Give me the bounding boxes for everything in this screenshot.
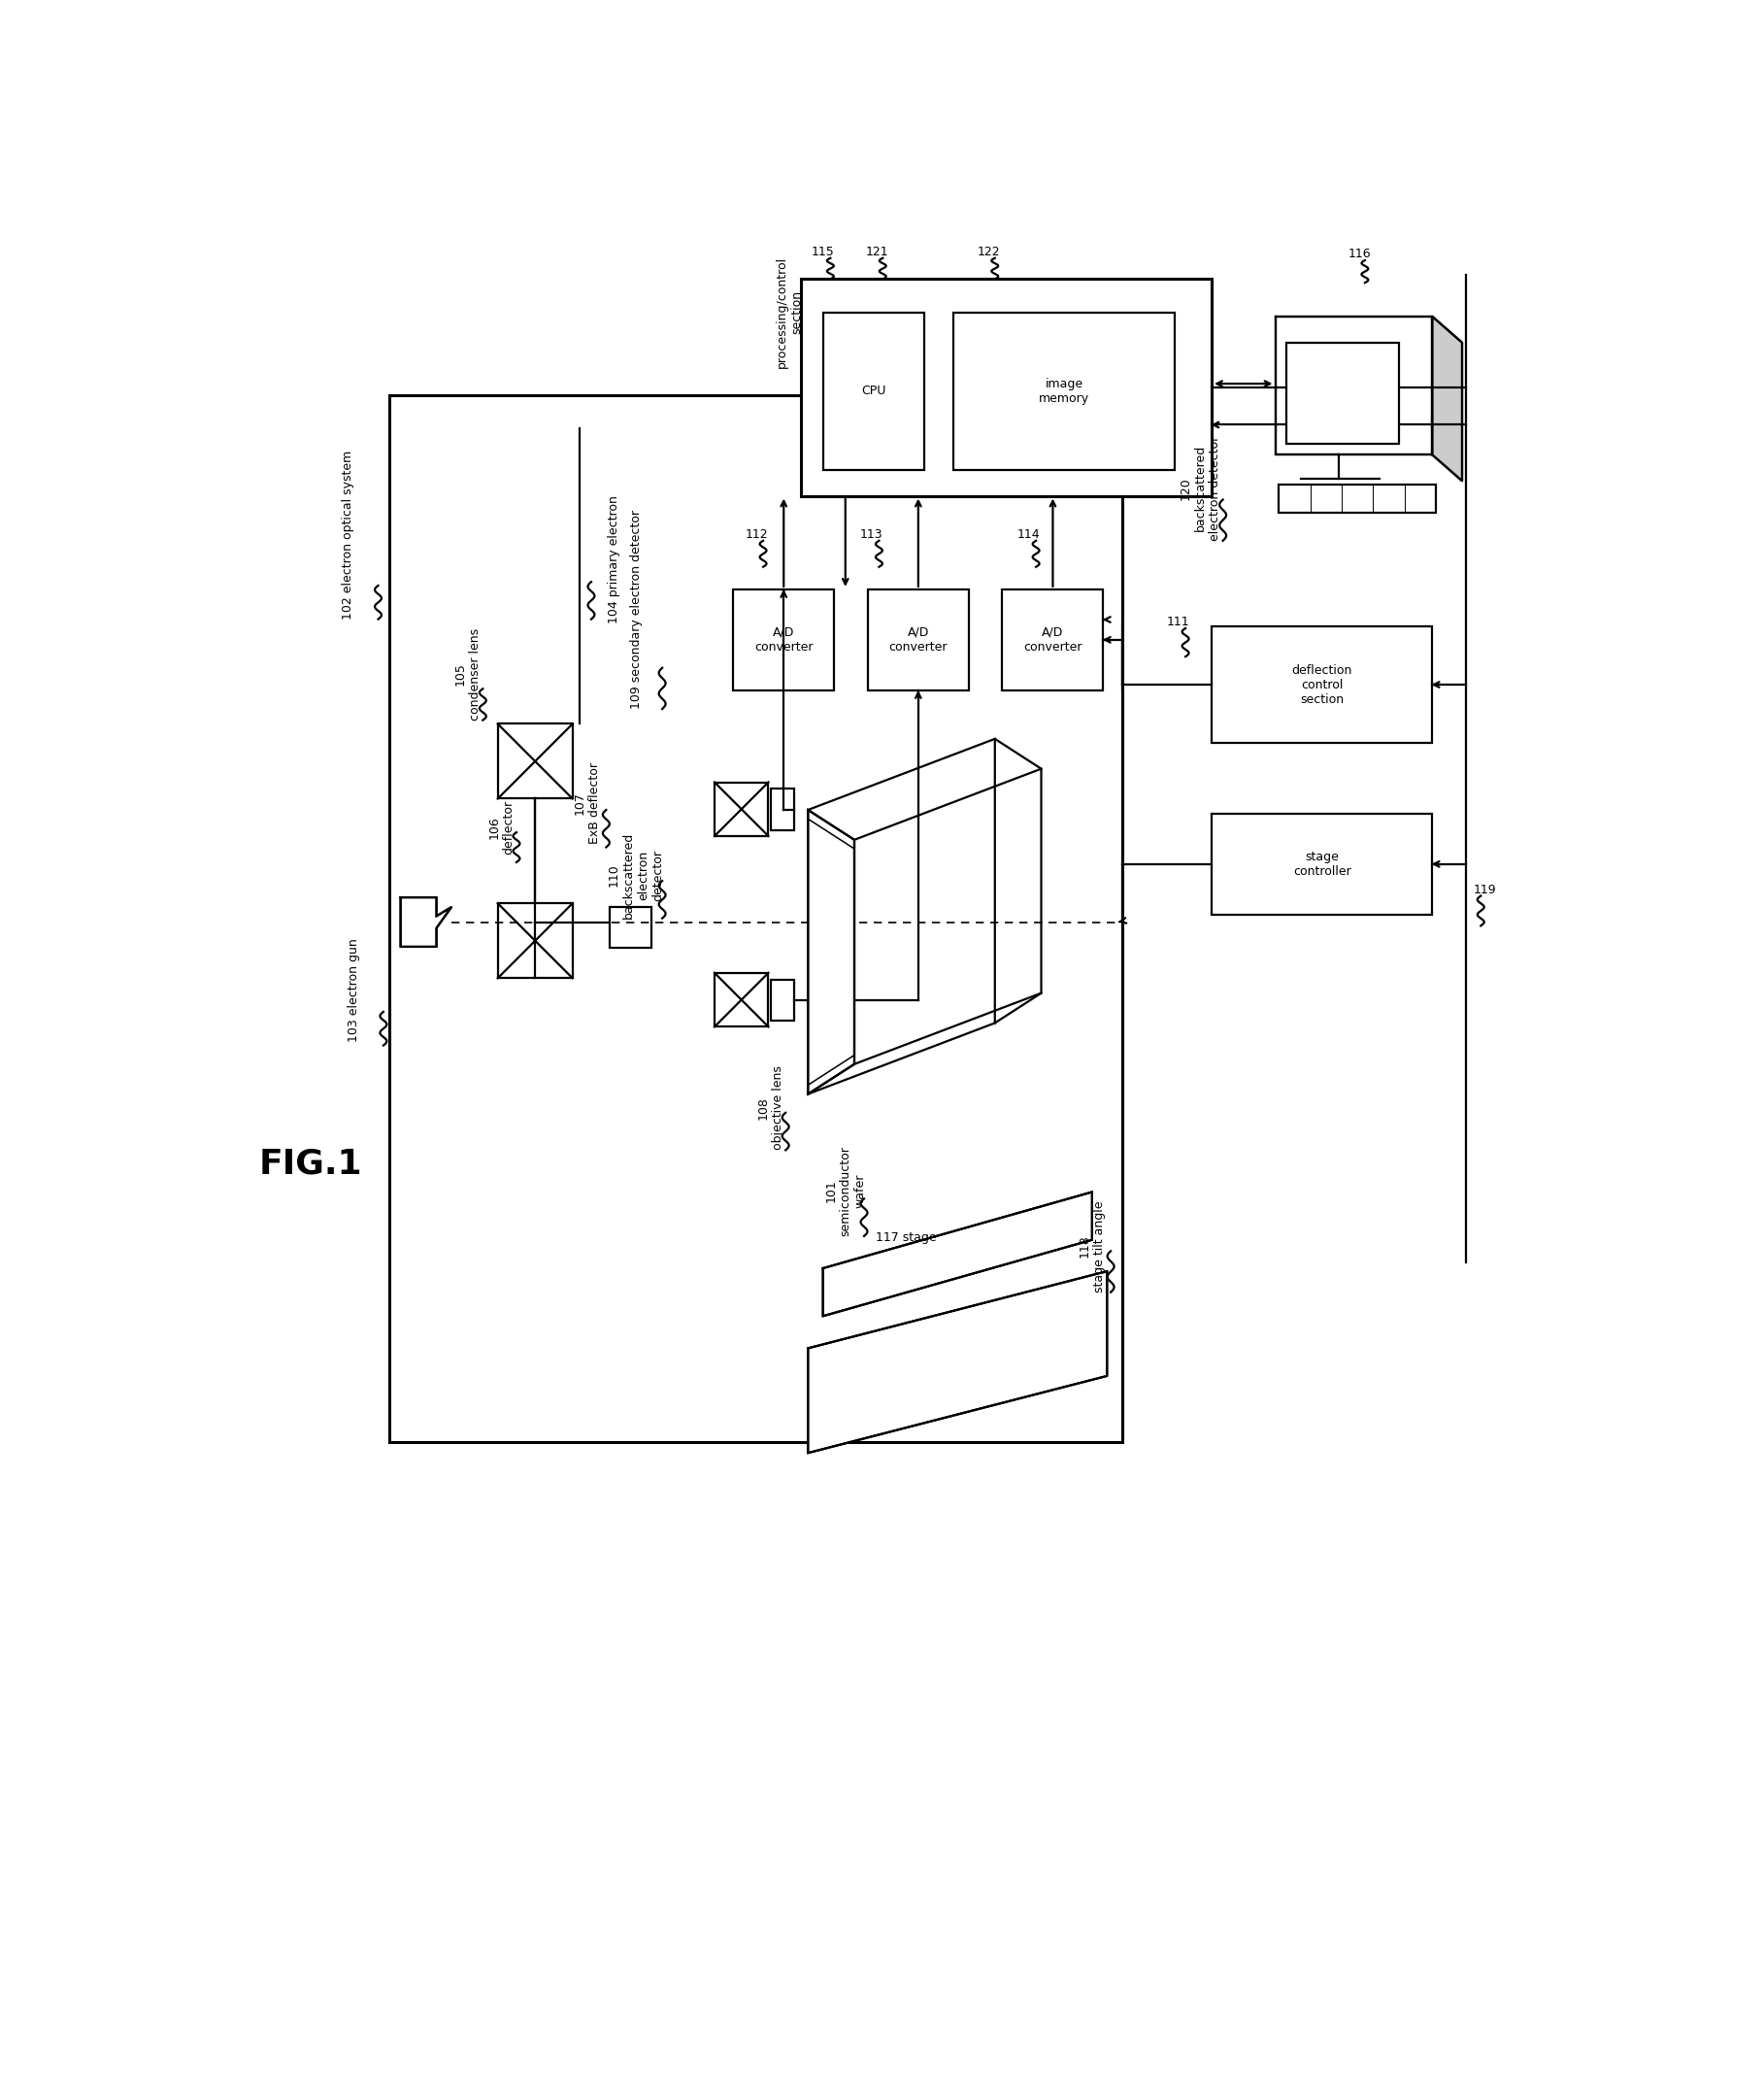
Bar [734,589,834,691]
Bar [497,725,573,799]
Text: 109 secondary electron detector: 109 secondary electron detector [630,510,642,710]
Text: 106
deflector: 106 deflector [489,799,515,856]
Text: 114: 114 [1018,529,1041,541]
Text: 111: 111 [1166,616,1189,629]
Bar [771,789,794,831]
Text: FIG.1: FIG.1 [259,1147,362,1180]
Text: 102 electron optical system: 102 electron optical system [342,450,355,618]
Polygon shape [808,810,854,1093]
Text: CPU: CPU [861,385,886,398]
Bar [824,312,924,471]
Polygon shape [400,897,452,947]
Text: 107
ExB deflector: 107 ExB deflector [573,762,602,843]
Text: 116: 116 [1348,248,1371,260]
Bar [1212,814,1432,914]
Text: processing/control
section: processing/control section [776,256,803,369]
Text: A/D
converter: A/D converter [755,627,813,654]
Text: 118
stage tilt angle: 118 stage tilt angle [1078,1201,1106,1293]
Text: A/D
converter: A/D converter [889,627,947,654]
Text: A/D
converter: A/D converter [1023,627,1081,654]
Text: 120
backscattered
electron detector: 120 backscattered electron detector [1180,435,1221,541]
Text: 110
backscattered
electron
detector: 110 backscattered electron detector [609,831,665,918]
Polygon shape [824,1193,1092,1316]
Text: 104 primary electron: 104 primary electron [607,496,619,623]
Bar [868,589,968,691]
Bar [390,396,1122,1441]
Bar [954,312,1175,471]
Bar [1002,589,1102,691]
Text: 122: 122 [977,246,1000,258]
Text: 121: 121 [866,246,889,258]
Bar [610,908,651,947]
Bar [1279,485,1436,512]
Text: 103 electron gun: 103 electron gun [348,939,360,1041]
Text: 119: 119 [1473,883,1496,895]
Bar [714,972,769,1026]
Bar [1286,344,1399,443]
Text: 101
semiconductor
wafer: 101 semiconductor wafer [824,1145,866,1237]
Bar [497,904,573,979]
Bar [1212,627,1432,743]
Polygon shape [1275,316,1432,454]
Polygon shape [1432,316,1462,481]
Text: deflection
control
section: deflection control section [1291,664,1353,706]
Text: 108
objective lens: 108 objective lens [757,1066,785,1149]
Bar [714,783,769,837]
Text: stage
controller: stage controller [1293,852,1351,879]
Text: 117 stage: 117 stage [875,1230,937,1243]
Polygon shape [808,1272,1108,1453]
Text: 105
condenser lens: 105 condenser lens [455,629,482,720]
Text: 115: 115 [811,246,834,258]
Text: 113: 113 [861,529,884,541]
Bar [801,279,1212,496]
Polygon shape [995,739,1041,1022]
Text: image
memory: image memory [1039,377,1090,404]
Bar [771,981,794,1020]
Text: 112: 112 [746,529,769,541]
